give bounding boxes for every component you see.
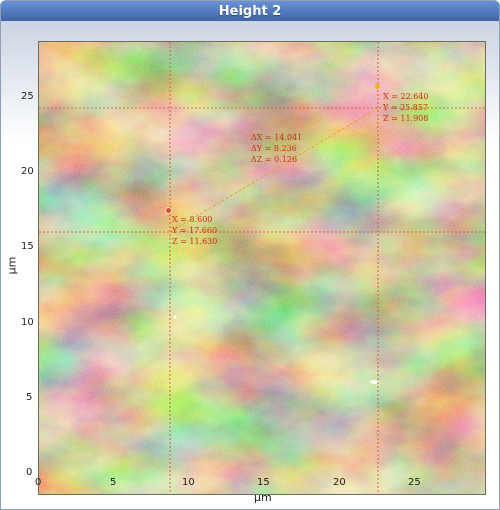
plot-panel: X = 8.600 Y = 17.660 Z = 11.630 X = 22.6… (1, 21, 499, 509)
point1-y: Y = 17.660 (172, 226, 218, 235)
window-title: Height 2 (1, 1, 499, 21)
point1-x: X = 8.600 (172, 215, 213, 224)
y-tick-label: 5 (26, 392, 33, 403)
y-tick-label: 15 (21, 241, 34, 252)
delta-x: ΔX = 14.041 (251, 133, 303, 142)
delta-z: ΔZ = 0.126 (251, 155, 298, 164)
y-tick-label: 10 (21, 317, 34, 328)
point2-y: Y = 25.857 (383, 103, 429, 112)
x-tick-label: 20 (333, 477, 346, 488)
delta-readout: ΔX = 14.041 ΔY = 8.236 ΔZ = 0.126 (251, 132, 302, 165)
point2-z: Z = 11.908 (383, 114, 429, 123)
surface-speck (173, 315, 177, 319)
x-tick-label: 0 (35, 477, 42, 488)
afm-height-image[interactable] (38, 41, 486, 495)
y-axis-label: µm (5, 256, 19, 275)
x-tick-label: 10 (182, 477, 195, 488)
height-map-svg (39, 42, 485, 494)
height-texture (39, 42, 485, 494)
measure-line (169, 107, 379, 233)
point1-z: Z = 11.630 (172, 237, 218, 246)
x-tick-label: 5 (110, 477, 117, 488)
y-tick-label: 25 (21, 91, 34, 102)
point2-readout: X = 22.640 Y = 25.857 Z = 11.908 (383, 91, 428, 124)
point-marker-1[interactable] (166, 208, 171, 213)
point1-readout: X = 8.600 Y = 17.660 Z = 11.630 (172, 214, 217, 247)
point-marker-2[interactable] (375, 84, 380, 89)
y-tick-label: 0 (26, 467, 33, 478)
x-axis-label: µm (254, 491, 272, 504)
delta-y: ΔY = 8.236 (251, 144, 297, 153)
y-tick-label: 20 (21, 166, 34, 177)
point2-x: X = 22.640 (383, 92, 429, 101)
surface-speck (370, 380, 378, 384)
x-tick-label: 15 (257, 477, 270, 488)
x-tick-label: 25 (408, 477, 421, 488)
